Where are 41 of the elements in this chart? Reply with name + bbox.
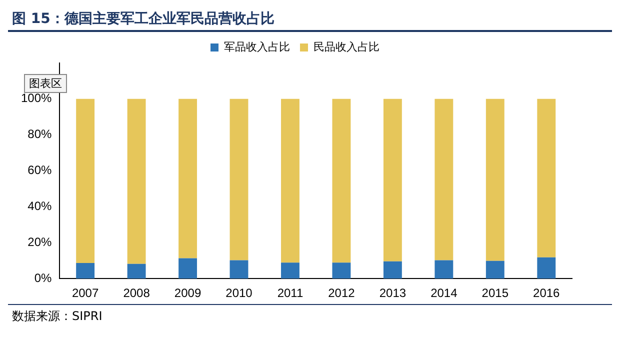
annotation: 图表区 — [24, 74, 67, 93]
x-tick-label: 2007 — [72, 286, 99, 300]
bar — [332, 98, 351, 263]
bar — [383, 261, 402, 279]
bar — [537, 98, 556, 258]
x-tick-label: 2014 — [430, 286, 458, 300]
y-tick-label: 40% — [28, 199, 52, 214]
bar — [434, 98, 454, 260]
bar — [127, 98, 146, 264]
bar — [486, 98, 504, 261]
x-tick-label: 2012 — [328, 286, 356, 300]
y-tick-label: 60% — [28, 163, 52, 178]
bar — [281, 98, 300, 263]
bar — [486, 260, 504, 279]
bar — [178, 258, 197, 279]
source-note: 数据来源：SIPRI — [8, 304, 612, 328]
x-tick-label: 2011 — [277, 286, 304, 300]
x-tick-label: 2010 — [226, 286, 253, 300]
bar — [230, 260, 248, 279]
x-tick-label: 2013 — [379, 286, 406, 300]
x-tick-label: 2015 — [482, 286, 509, 300]
legend-label: 军品收入占比 — [224, 40, 290, 54]
bar — [332, 262, 351, 279]
y-tick-label: 0% — [34, 270, 52, 285]
bar — [383, 98, 402, 262]
legend-label: 民品收入占比 — [314, 40, 380, 54]
x-tick-label: 2016 — [533, 286, 560, 300]
bar — [76, 262, 95, 279]
y-tick-label: 100% — [20, 91, 52, 106]
bar — [178, 98, 197, 258]
bar — [537, 257, 556, 279]
bar — [434, 260, 454, 279]
bar — [76, 98, 95, 263]
bar — [281, 262, 300, 279]
x-tick-label: 2008 — [123, 286, 150, 300]
chart-title: 图 15：德国主要军工企业军民品营收占比 — [8, 8, 612, 32]
bar — [230, 98, 248, 260]
y-tick-label: 20% — [28, 234, 52, 249]
y-tick-label: 80% — [28, 127, 52, 142]
x-tick-label: 2009 — [174, 286, 202, 300]
bar — [127, 264, 146, 279]
